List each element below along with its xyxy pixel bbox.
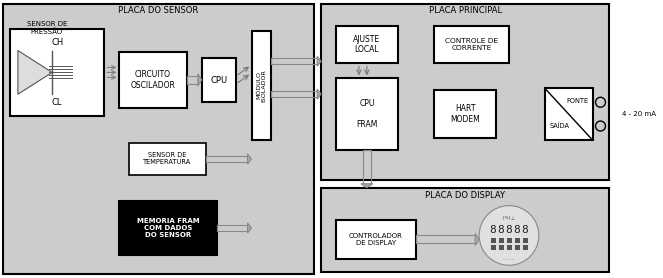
Text: FONTE: FONTE	[566, 98, 588, 104]
Bar	[507, 245, 512, 250]
Text: 4 - 20 mA: 4 - 20 mA	[623, 111, 656, 117]
Polygon shape	[361, 184, 373, 188]
Bar	[491, 239, 496, 244]
Text: CPU

FRAM: CPU FRAM	[356, 99, 377, 129]
Text: CH: CH	[51, 38, 63, 47]
Polygon shape	[247, 223, 251, 233]
Text: AJUSTE
LOCAL: AJUSTE LOCAL	[353, 35, 381, 54]
Bar	[507, 239, 512, 244]
Bar	[119, 51, 187, 108]
Text: SAÍDA: SAÍDA	[550, 122, 570, 129]
Circle shape	[595, 97, 605, 107]
Text: 8: 8	[506, 225, 512, 235]
Text: 8: 8	[490, 225, 497, 235]
Polygon shape	[475, 234, 479, 245]
Text: 8: 8	[514, 225, 520, 235]
Text: 8: 8	[498, 225, 505, 235]
Polygon shape	[18, 51, 52, 94]
Bar	[10, 29, 104, 116]
Bar	[523, 239, 528, 244]
Bar	[434, 26, 509, 63]
Polygon shape	[317, 89, 321, 99]
Bar	[515, 245, 520, 250]
Text: MEMORIA FRAM
COM DADOS
DO SENSOR: MEMORIA FRAM COM DADOS DO SENSOR	[137, 218, 200, 238]
Bar	[129, 143, 206, 175]
Text: SENSOR DE
PRESSÃO: SENSOR DE PRESSÃO	[27, 21, 67, 34]
Text: MÓDULO
ISOLADOR: MÓDULO ISOLADOR	[256, 69, 267, 102]
Bar	[499, 245, 504, 250]
Text: PLACA DO SENSOR: PLACA DO SENSOR	[119, 6, 199, 15]
Text: [%] △: [%] △	[503, 215, 514, 220]
Bar	[545, 88, 593, 140]
Text: HART
MODEM: HART MODEM	[450, 105, 480, 124]
Bar	[251, 31, 271, 140]
Bar	[321, 188, 609, 272]
Bar	[336, 78, 398, 150]
Circle shape	[479, 206, 539, 265]
Bar	[202, 58, 235, 102]
Bar	[515, 239, 520, 244]
Polygon shape	[247, 154, 251, 164]
Text: ..........: ..........	[503, 257, 515, 261]
Polygon shape	[317, 56, 321, 66]
Text: CIRCUITO
OSCILADOR: CIRCUITO OSCILADOR	[131, 70, 176, 90]
Circle shape	[595, 121, 605, 131]
Bar	[119, 201, 217, 255]
Polygon shape	[198, 74, 202, 86]
Text: CONTROLE DE
CORRENTE: CONTROLE DE CORRENTE	[446, 38, 498, 51]
Bar	[523, 245, 528, 250]
Bar	[3, 4, 314, 274]
Text: PLACA PRINCIPAL: PLACA PRINCIPAL	[429, 6, 502, 15]
Text: PLACA DO DISPLAY: PLACA DO DISPLAY	[425, 191, 505, 200]
Text: SENSOR DE
TEMPERATURA: SENSOR DE TEMPERATURA	[143, 152, 192, 165]
Bar	[336, 26, 398, 63]
Bar	[499, 239, 504, 244]
Text: 8: 8	[522, 225, 528, 235]
Text: CPU: CPU	[210, 76, 227, 85]
Bar	[336, 220, 416, 259]
Bar	[434, 90, 496, 138]
Text: CONTROLADOR
DE DISPLAY: CONTROLADOR DE DISPLAY	[349, 233, 402, 246]
Bar	[321, 4, 609, 180]
Bar	[491, 245, 496, 250]
Text: CL: CL	[52, 98, 62, 107]
